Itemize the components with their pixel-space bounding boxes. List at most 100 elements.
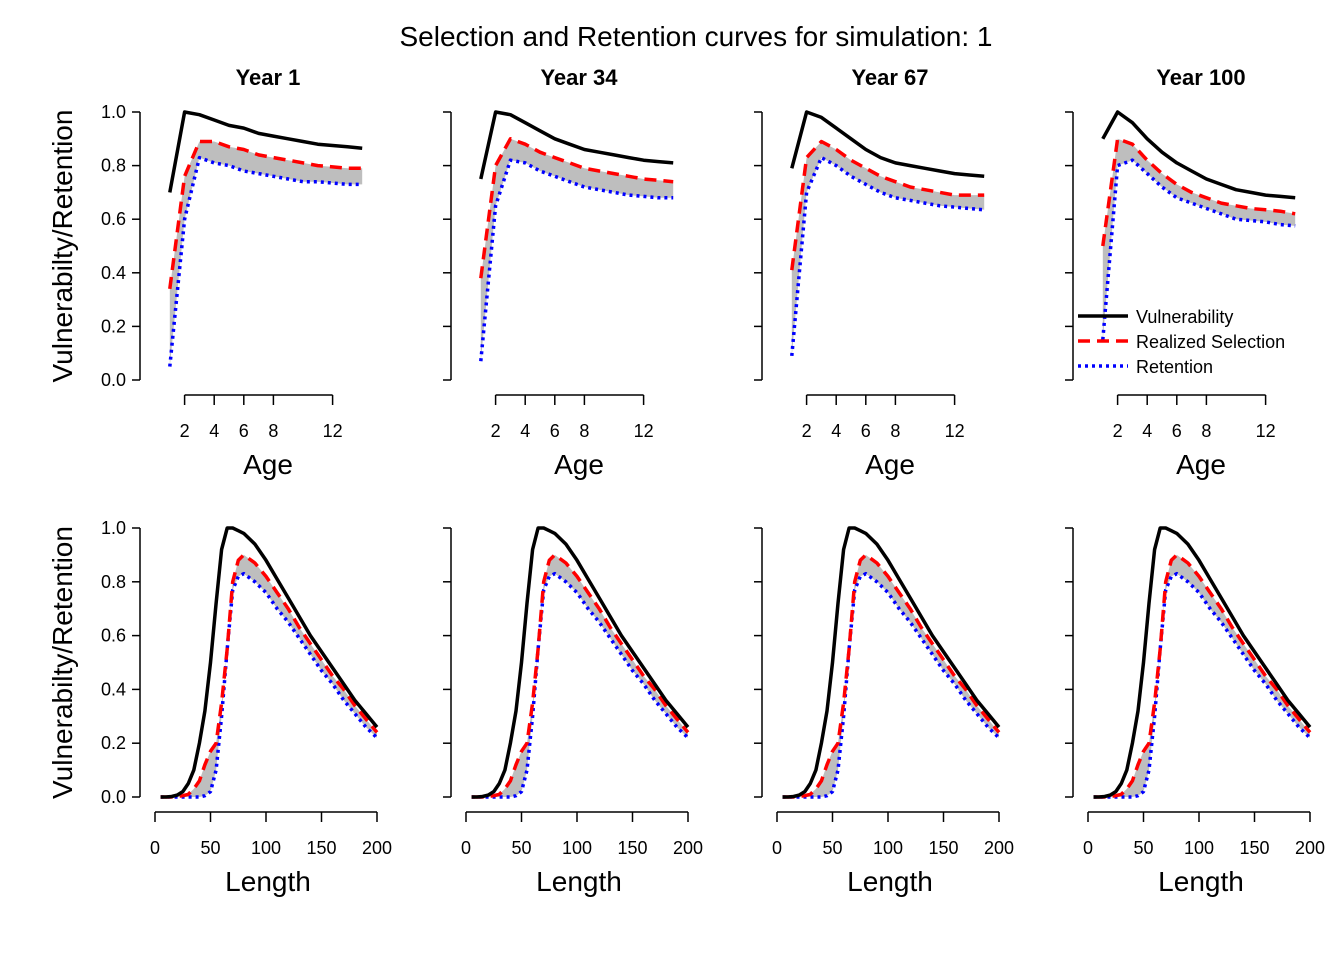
panel-title: Year 67 (851, 65, 928, 90)
x-axis-label: Length (536, 866, 622, 897)
x-tick-label: 200 (673, 838, 703, 858)
x-tick-label: 100 (1184, 838, 1214, 858)
x-tick-label: 12 (1256, 421, 1276, 441)
panel-length-1: 0 50 100 150 200 Length 0.0 0.2 0.4 0.6 0.8 1.0 Vuln… (47, 518, 392, 897)
panels-group: Year 12 4 6 8 12Age0.00.20.40.60.81.0Vulnera… (47, 65, 1325, 897)
x-tick-label: 150 (306, 838, 336, 858)
x-tick-label: 200 (984, 838, 1014, 858)
x-tick-label: 6 (861, 421, 871, 441)
series-line-realized-selection (160, 553, 379, 799)
series-line-retention (479, 158, 674, 362)
x-tick-label: 8 (579, 421, 589, 441)
series-line-retention (168, 155, 363, 367)
uncertainty-band (791, 141, 985, 356)
x-tick-label: 0 (772, 838, 782, 858)
series-line-realized-selection (782, 553, 1001, 799)
y-tick-label: 0.4 (101, 263, 126, 283)
uncertainty-band (1093, 554, 1310, 797)
y-tick-label: 0.2 (101, 733, 126, 753)
panel-length-2: 0 50 100 150 200 Length (443, 526, 703, 897)
series-line-realized-selection (1093, 553, 1312, 799)
y-axis-label: Vulnerabilty/Retention (47, 110, 78, 383)
y-tick-label: 0.4 (101, 679, 126, 699)
y-axis-label: Vulnerabilty/Retention (47, 526, 78, 799)
series-line-retention (1093, 571, 1312, 799)
uncertainty-band (160, 554, 377, 797)
x-tick-label: 2 (491, 421, 501, 441)
x-tick-label: 0 (150, 838, 160, 858)
panel-length-3: 0 50 100 150 200 Length (754, 526, 1014, 897)
series-line-retention (160, 571, 379, 799)
x-tick-label: 2 (180, 421, 190, 441)
series-line-vulnerability (1101, 110, 1296, 200)
panel-title: Year 100 (1156, 65, 1245, 90)
series-line-retention (471, 571, 690, 799)
x-tick-label: 12 (634, 421, 654, 441)
x-axis-label: Age (865, 449, 915, 480)
y-tick-label: 0.0 (101, 787, 126, 807)
series-line-vulnerability (168, 110, 363, 193)
legend: Vulnerability Realized Selection Retenti… (1078, 307, 1285, 377)
x-tick-label: 12 (323, 421, 343, 441)
series-line-realized-selection (790, 139, 985, 271)
uncertainty-band (1102, 138, 1296, 340)
legend-label-retention: Retention (1136, 357, 1213, 377)
x-tick-label: 50 (511, 838, 531, 858)
series-line-vulnerability (782, 526, 1001, 799)
x-axis-label: Length (225, 866, 311, 897)
legend-label-selection: Realized Selection (1136, 332, 1285, 352)
uncertainty-band (782, 554, 999, 797)
y-tick-label: 0.0 (101, 370, 126, 390)
x-axis-label: Age (243, 449, 293, 480)
x-tick-label: 4 (1142, 421, 1152, 441)
x-tick-label: 4 (520, 421, 530, 441)
series-line-retention (790, 155, 985, 357)
series-line-vulnerability (1093, 526, 1312, 799)
series-line-vulnerability (471, 526, 690, 799)
panel-length-4: 0 50 100 150 200 Length (1065, 526, 1325, 897)
panel-age-1: Year 1 2 4 6 8 12 Age 0.0 0.2 0.4 0.6 0.8 1.0 Vulnera… (47, 65, 363, 480)
y-tick-label: 0.2 (101, 316, 126, 336)
panel-age-2: Year 34 2 4 6 8 12 Age (443, 65, 674, 480)
panel-title: Year 34 (540, 65, 618, 90)
y-tick-label: 0.6 (101, 626, 126, 646)
x-tick-label: 50 (1133, 838, 1153, 858)
x-axis-label: Age (554, 449, 604, 480)
x-tick-label: 4 (209, 421, 219, 441)
x-tick-label: 6 (550, 421, 560, 441)
series-line-realized-selection (479, 137, 674, 279)
series-line-vulnerability (160, 526, 379, 799)
series-line-realized-selection (168, 139, 363, 290)
x-tick-label: 150 (928, 838, 958, 858)
uncertainty-band (480, 138, 674, 362)
x-tick-label: 100 (251, 838, 281, 858)
series-line-retention (782, 571, 1001, 799)
series-line-vulnerability (790, 110, 985, 179)
series-line-vulnerability (479, 110, 674, 180)
x-tick-label: 50 (200, 838, 220, 858)
x-tick-label: 150 (617, 838, 647, 858)
figure-title: Selection and Retention curves for simul… (400, 21, 993, 52)
x-tick-label: 50 (822, 838, 842, 858)
x-tick-label: 200 (1295, 838, 1325, 858)
x-tick-label: 2 (802, 421, 812, 441)
x-tick-label: 8 (1201, 421, 1211, 441)
y-tick-label: 1.0 (101, 102, 126, 122)
x-tick-label: 100 (562, 838, 592, 858)
x-tick-label: 4 (831, 421, 841, 441)
y-tick-label: 1.0 (101, 518, 126, 538)
x-axis-label: Length (847, 866, 933, 897)
y-tick-label: 0.8 (101, 572, 126, 592)
x-axis-label: Length (1158, 866, 1244, 897)
y-tick-label: 0.8 (101, 156, 126, 176)
x-tick-label: 0 (461, 838, 471, 858)
legend-label-vulnerability: Vulnerability (1136, 307, 1233, 327)
panel-title: Year 1 (236, 65, 301, 90)
x-tick-label: 200 (362, 838, 392, 858)
panel-age-3: Year 67 2 4 6 8 12 Age (754, 65, 985, 480)
x-tick-label: 150 (1239, 838, 1269, 858)
x-tick-label: 8 (268, 421, 278, 441)
x-tick-label: 100 (873, 838, 903, 858)
y-tick-label: 0.6 (101, 209, 126, 229)
